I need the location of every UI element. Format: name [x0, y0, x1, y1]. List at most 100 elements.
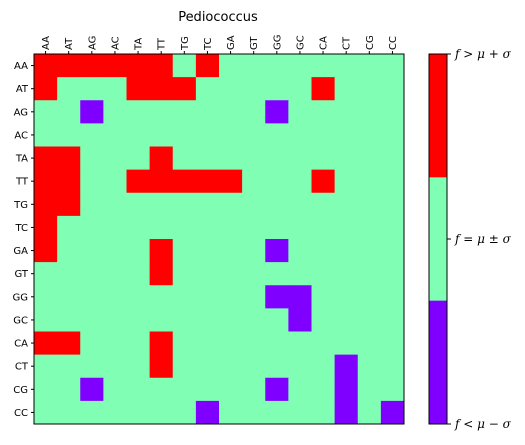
cell-AT-TA [126, 77, 151, 101]
cell-AG-TG [172, 100, 197, 124]
y-tick-label: CG [13, 385, 28, 396]
cell-AC-TA [126, 123, 151, 147]
cell-CG-CA [311, 377, 336, 402]
y-tick-label: GA [13, 246, 28, 257]
cell-TA-CT [334, 146, 359, 171]
heatmap-cells [34, 54, 405, 425]
cell-GG-GC [288, 285, 312, 309]
cell-GT-TG [172, 262, 197, 286]
cell-CG-CT [334, 377, 359, 402]
cell-AG-GA [219, 100, 243, 124]
cell-AT-GC [288, 77, 312, 101]
cell-CG-TA [126, 377, 151, 402]
cell-TA-CC [380, 146, 405, 171]
cell-AA-CA [311, 54, 336, 78]
cell-GT-GT [242, 262, 266, 286]
cell-GA-GA [219, 239, 243, 263]
cell-CC-TG [172, 400, 197, 425]
cell-GG-CC [380, 285, 405, 309]
cell-AC-TG [172, 123, 197, 147]
x-tick-label: AT [64, 37, 75, 50]
cell-TT-TG [172, 169, 197, 194]
cell-AC-CG [357, 123, 382, 147]
cell-AG-TC [195, 100, 220, 124]
colorbar-label: f > μ + σ [454, 47, 512, 61]
x-tick-labels: AA AT AG AC TA TT TG TC GA GT GG GC CA CT CG CC [41, 35, 399, 54]
cell-AG-GC [288, 100, 312, 124]
cell-TA-AA [34, 146, 58, 171]
cell-GA-GC [288, 239, 312, 263]
cell-GT-TC [195, 262, 220, 286]
cell-GT-GG [265, 262, 289, 286]
cell-GA-AG [80, 239, 104, 263]
cell-TC-TC [195, 215, 220, 240]
cell-AT-CA [311, 77, 336, 101]
cell-GT-AG [80, 262, 104, 286]
cell-AA-AT [57, 54, 81, 78]
cell-TG-CT [334, 192, 359, 217]
cell-CG-GG [265, 377, 289, 402]
cell-CT-AG [80, 354, 104, 379]
cell-TG-AA [34, 192, 58, 217]
cell-AC-AA [34, 123, 58, 147]
cell-TG-TT [149, 192, 174, 217]
cell-TC-CT [334, 215, 359, 240]
cell-TT-AT [57, 169, 81, 194]
cell-TT-CC [380, 169, 405, 194]
cell-AA-TT [149, 54, 174, 78]
colorbar: f > μ + σ f = μ ± σ f < μ − σ [428, 47, 512, 431]
y-tick-label: TC [14, 223, 28, 234]
cell-CG-GT [242, 377, 266, 402]
cell-TA-GA [219, 146, 243, 171]
cell-GC-GT [242, 308, 266, 332]
cell-GA-TT [149, 239, 174, 263]
cell-TA-GC [288, 146, 312, 171]
x-tick-label: CG [365, 35, 376, 50]
y-tick-label: AA [14, 61, 28, 72]
cell-TT-TT [149, 169, 174, 194]
cell-CC-AT [57, 400, 81, 425]
cell-AG-CT [334, 100, 359, 124]
cell-GT-AA [34, 262, 58, 286]
cell-CA-AC [103, 331, 127, 356]
cell-GG-TT [149, 285, 174, 309]
cell-GG-AG [80, 285, 104, 309]
x-tick-label: TG [180, 36, 191, 51]
cell-GT-TT [149, 262, 174, 286]
cell-AC-CC [380, 123, 405, 147]
cell-GT-CA [311, 262, 336, 286]
cell-TG-GG [265, 192, 289, 217]
cell-TT-TA [126, 169, 151, 194]
cell-CT-GA [219, 354, 243, 379]
cell-GA-TA [126, 239, 151, 263]
cell-CT-CT [334, 354, 359, 379]
cell-CA-CG [357, 331, 382, 356]
cell-AG-AA [34, 100, 58, 124]
cell-GC-GC [288, 308, 312, 332]
x-tick-label: AG [87, 36, 98, 50]
cell-AC-CA [311, 123, 336, 147]
cell-CC-GA [219, 400, 243, 425]
cell-TG-TA [126, 192, 151, 217]
cell-GT-TA [126, 262, 151, 286]
cell-TC-GG [265, 215, 289, 240]
cell-TG-GA [219, 192, 243, 217]
cell-TC-AC [103, 215, 127, 240]
cell-AG-GT [242, 100, 266, 124]
x-tick-label: GA [226, 35, 237, 50]
cell-CT-TT [149, 354, 174, 379]
cell-AC-AG [80, 123, 104, 147]
cell-TA-CG [357, 146, 382, 171]
cell-CC-CA [311, 400, 336, 425]
x-tick-label: TT [157, 37, 168, 51]
cell-TT-CT [334, 169, 359, 194]
cell-TA-TG [172, 146, 197, 171]
x-tick-label: CC [388, 36, 399, 50]
cell-AA-GC [288, 54, 312, 78]
cell-CT-TA [126, 354, 151, 379]
chart-title: Pediococcus [178, 10, 258, 25]
cell-AT-TC [195, 77, 220, 101]
cell-AT-AA [34, 77, 58, 101]
cell-GG-CG [357, 285, 382, 309]
cell-CA-CC [380, 331, 405, 356]
